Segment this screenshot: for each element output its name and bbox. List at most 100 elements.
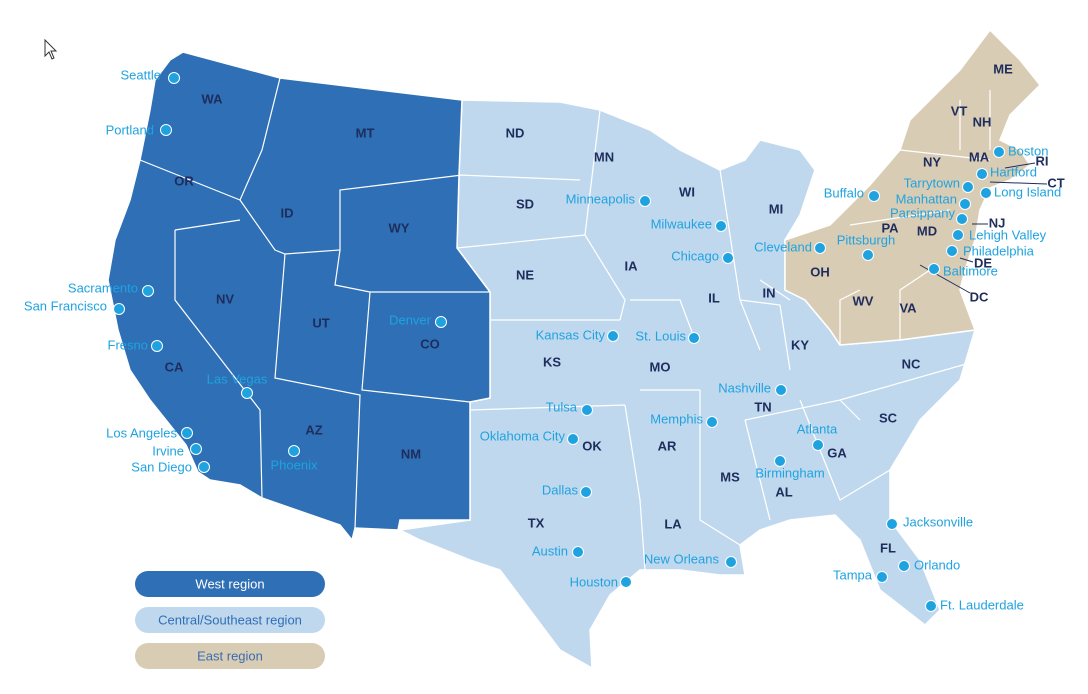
city-label: San Francisco — [24, 298, 107, 313]
city-label: Austin — [532, 543, 568, 558]
state-label: LA — [664, 516, 682, 531]
city-dot — [993, 146, 1005, 158]
state-label: OH — [810, 264, 830, 279]
city-dot — [962, 181, 974, 193]
state-label: DC — [970, 289, 989, 304]
city-label: Los Angeles — [106, 425, 177, 440]
city-dot — [581, 404, 593, 416]
state-label: ME — [993, 61, 1013, 76]
city-dot — [435, 316, 447, 328]
state-label: NE — [516, 267, 534, 282]
state-label: WY — [389, 220, 410, 235]
cursor — [44, 38, 58, 60]
legend-label: Central/Southeast region — [158, 612, 302, 627]
state-label: IL — [708, 290, 720, 305]
state-label: ID — [281, 205, 294, 220]
state-label: NJ — [989, 215, 1006, 230]
state-label: MA — [969, 149, 990, 164]
city-label: Minneapolis — [566, 191, 636, 206]
city-dot — [706, 416, 718, 428]
city-label: Ft. Lauderdale — [940, 597, 1024, 612]
state-label: GA — [827, 445, 847, 460]
city-label: Memphis — [650, 411, 703, 426]
city-label: Jacksonville — [903, 514, 973, 529]
state-label: IA — [625, 258, 639, 273]
city-dot — [288, 445, 300, 457]
state-label: MN — [594, 149, 614, 164]
city-label: Birmingham — [755, 465, 824, 480]
city-dot — [142, 285, 154, 297]
city-dot — [607, 330, 619, 342]
city-label: San Diego — [131, 459, 192, 474]
state-label: NV — [216, 291, 234, 306]
city-label: Baltimore — [943, 263, 998, 278]
city-dot — [775, 384, 787, 396]
state-label: CA — [165, 359, 184, 374]
state-borders — [139, 77, 991, 571]
legend-swatch — [135, 607, 325, 633]
west-region — [107, 51, 491, 542]
city-label: Oklahoma City — [480, 428, 566, 443]
city-label: Las Vegas — [207, 371, 268, 386]
legend-label: West region — [195, 576, 264, 591]
legend-label: East region — [197, 648, 263, 663]
city-label: Tampa — [833, 567, 873, 582]
state-label: AL — [775, 484, 792, 499]
city-dot — [812, 439, 824, 451]
city-label: Milwaukee — [651, 216, 712, 231]
state-label: NM — [401, 446, 421, 461]
state-label: KS — [543, 354, 561, 369]
city-dot — [725, 556, 737, 568]
state-label: MO — [650, 359, 671, 374]
city-label: Pittsburgh — [837, 232, 896, 247]
city-dot — [181, 427, 193, 439]
state-label: NC — [902, 356, 921, 371]
city-label: Irvine — [152, 443, 184, 458]
city-label: Philadelphia — [963, 243, 1035, 258]
city-dot — [814, 242, 826, 254]
city-dot — [113, 303, 125, 315]
state-label: MD — [917, 223, 937, 238]
city-label: New Orleans — [644, 551, 720, 566]
city-dot — [959, 198, 971, 210]
city-label: Orlando — [914, 557, 960, 572]
state-label: WA — [202, 91, 224, 106]
state-label: MS — [720, 469, 740, 484]
city-label: Sacramento — [68, 280, 138, 295]
city-label: Atlanta — [797, 421, 838, 436]
city-dot — [722, 252, 734, 264]
city-label: Chicago — [671, 248, 719, 263]
city-dot — [862, 249, 874, 261]
city-dot — [580, 486, 592, 498]
state-label: TX — [528, 515, 545, 530]
city-dot — [241, 387, 253, 399]
city-dot — [876, 571, 888, 583]
state-label: DE — [974, 255, 992, 270]
state-label: KY — [791, 337, 809, 352]
city-dot — [567, 433, 579, 445]
city-label: Seattle — [121, 67, 161, 82]
city-label: Lehigh Valley — [969, 227, 1047, 242]
city-dot — [572, 546, 584, 558]
city-label: Kansas City — [536, 327, 606, 342]
city-label: Boston — [1008, 143, 1048, 158]
state-label: VA — [899, 300, 917, 315]
central-region — [397, 99, 977, 670]
state-label: CO — [420, 336, 440, 351]
legend-swatch — [135, 643, 325, 669]
city-dot — [956, 213, 968, 225]
state-label: CT — [1047, 175, 1064, 190]
city-dot — [952, 229, 964, 241]
legend-swatch — [135, 571, 325, 597]
city-label: Cleveland — [754, 239, 812, 254]
city-dot — [976, 168, 988, 180]
east-region — [784, 28, 1042, 346]
state-label: AR — [658, 438, 677, 453]
state-label: FL — [880, 540, 896, 555]
state-label: ND — [506, 125, 525, 140]
city-dot — [980, 187, 992, 199]
state-label: TN — [754, 399, 771, 414]
city-dot — [925, 600, 937, 612]
state-label: WI — [679, 184, 695, 199]
